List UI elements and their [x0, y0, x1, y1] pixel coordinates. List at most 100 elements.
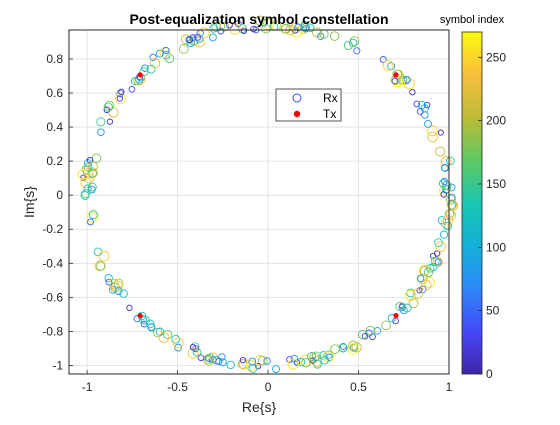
colorbar-tick-label: 50: [486, 304, 500, 318]
rx-point: [209, 24, 218, 33]
rx-point: [250, 25, 257, 33]
rx-point: [387, 314, 397, 323]
x-axis-label: Re{s}: [242, 399, 277, 415]
colorbar-tick-label: 0: [486, 367, 493, 381]
rx-point: [96, 261, 106, 271]
y-tick-label: -0.2: [42, 222, 63, 236]
rx-point: [219, 21, 230, 32]
x-tick-label: -1: [82, 380, 93, 394]
y-axis-label: Im{s}: [21, 186, 37, 218]
rx-point: [435, 146, 446, 157]
rx-point: [215, 357, 223, 366]
rx-point: [226, 360, 235, 370]
x-tick-label: 1: [446, 380, 453, 394]
rx-point: [87, 218, 94, 226]
rx-point: [128, 85, 136, 93]
y-tick-label: -0.8: [42, 324, 63, 338]
rx-point: [86, 211, 98, 223]
rx-point: [155, 327, 165, 336]
y-tick-label: -1: [52, 358, 63, 372]
rx-point: [186, 36, 193, 43]
rx-point: [373, 326, 382, 335]
rx-point: [80, 174, 87, 181]
rx-point: [239, 356, 247, 364]
rx-point: [287, 358, 299, 370]
rx-point: [116, 95, 123, 102]
rx-point: [272, 365, 281, 374]
rx-point: [263, 357, 271, 365]
plot-area: [77, 15, 459, 374]
colorbar-tick-label: 250: [486, 50, 506, 64]
rx-point: [162, 46, 170, 54]
colorbar-tick-label: 150: [486, 177, 506, 191]
rx-point: [416, 274, 425, 283]
rx-point: [145, 319, 155, 329]
rx-point: [320, 356, 329, 365]
rx-point: [106, 118, 114, 125]
y-tick-label: 0.6: [46, 86, 63, 100]
rx-point: [218, 358, 227, 367]
y-tick-label: 0.8: [46, 52, 63, 66]
rx-point: [434, 238, 443, 247]
rx-point: [329, 31, 340, 41]
colorbar-label: symbol index: [440, 14, 505, 26]
rx-point: [83, 159, 92, 168]
rx-point: [187, 347, 199, 359]
tx-point: [137, 312, 143, 319]
rx-point: [189, 344, 197, 351]
rx-point: [423, 276, 435, 289]
rx-point: [140, 320, 148, 328]
rx-point: [133, 315, 141, 323]
rx-point: [440, 156, 452, 167]
rx-point: [381, 320, 391, 331]
rx-point: [197, 354, 205, 362]
y-tick-label: 0.2: [46, 154, 63, 168]
rx-point: [402, 303, 412, 313]
rx-point: [114, 287, 123, 295]
rx-point: [395, 301, 405, 312]
rx-point: [104, 273, 113, 283]
rx-point: [80, 191, 90, 200]
legend: Rx Tx: [275, 88, 342, 122]
rx-point: [330, 344, 340, 354]
rx-point: [426, 125, 438, 137]
rx-point: [217, 27, 225, 35]
rx-point: [348, 340, 359, 351]
rx-point: [446, 199, 458, 210]
rx-point: [190, 342, 200, 352]
rx-point: [348, 38, 358, 48]
rx-point: [155, 49, 164, 58]
rx-point: [238, 358, 250, 370]
rx-point: [412, 288, 424, 299]
rx-point: [138, 315, 148, 324]
tx-point: [393, 312, 399, 319]
rx-point: [198, 27, 210, 39]
rx-point: [97, 128, 105, 136]
rx-point: [420, 279, 432, 291]
rx-point: [189, 34, 197, 41]
rx-point: [424, 119, 432, 128]
x-tick-label: -0.5: [167, 380, 188, 394]
x-tick-label: 0.5: [350, 380, 367, 394]
rx-point: [300, 20, 309, 29]
rx-point: [419, 265, 430, 276]
rx-point: [88, 210, 98, 220]
y-tick-label: 0.4: [46, 120, 63, 134]
y-tick-label: -0.4: [42, 256, 63, 270]
rx-point: [254, 15, 265, 26]
axis-ticks: -1 -0.5 0 0.5 1 -1 -0.8 -0.6 -0.4 -0.2 0 0.2 0.4 0.6 0…: [42, 52, 452, 394]
rx-point: [290, 22, 302, 33]
rx-point: [446, 156, 455, 166]
rx-point: [405, 289, 417, 301]
rx-point: [207, 352, 218, 363]
rx-point: [245, 360, 258, 372]
legend-box: [275, 88, 342, 122]
rx-point: [353, 47, 361, 55]
rx-point: [98, 250, 110, 262]
rx-point: [234, 20, 242, 27]
rx-point: [203, 355, 215, 366]
rx-point: [240, 27, 248, 34]
rx-point: [313, 359, 322, 369]
rx-point: [312, 27, 323, 38]
